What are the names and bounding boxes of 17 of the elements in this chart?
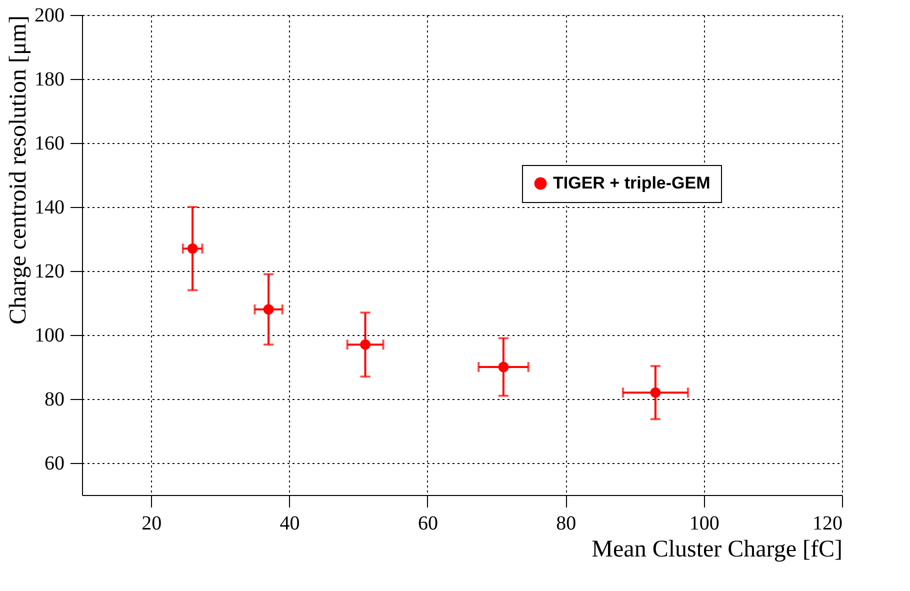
x-tick-label: 40 xyxy=(280,512,300,534)
y-tick-label: 60 xyxy=(44,452,64,474)
legend-label: TIGER + triple-GEM xyxy=(553,174,710,192)
y-tick-label: 180 xyxy=(34,68,64,90)
x-tick-label: 20 xyxy=(142,512,162,534)
x-axis-title: Mean Cluster Charge [fC] xyxy=(592,536,842,562)
y-tick-label: 200 xyxy=(34,4,64,26)
y-tick-label: 120 xyxy=(34,260,64,282)
y-axis-title: Charge centroid resolution [μm] xyxy=(6,16,32,325)
y-tick-label: 100 xyxy=(34,324,64,346)
x-tick-label: 60 xyxy=(418,512,438,534)
x-tick-label: 100 xyxy=(689,512,720,534)
y-tick-label: 80 xyxy=(44,388,64,410)
y-tick-label: 140 xyxy=(34,196,64,218)
x-tick-label: 80 xyxy=(556,512,576,534)
y-tick-label: 160 xyxy=(34,132,64,154)
x-tick-label: 120 xyxy=(812,512,842,534)
